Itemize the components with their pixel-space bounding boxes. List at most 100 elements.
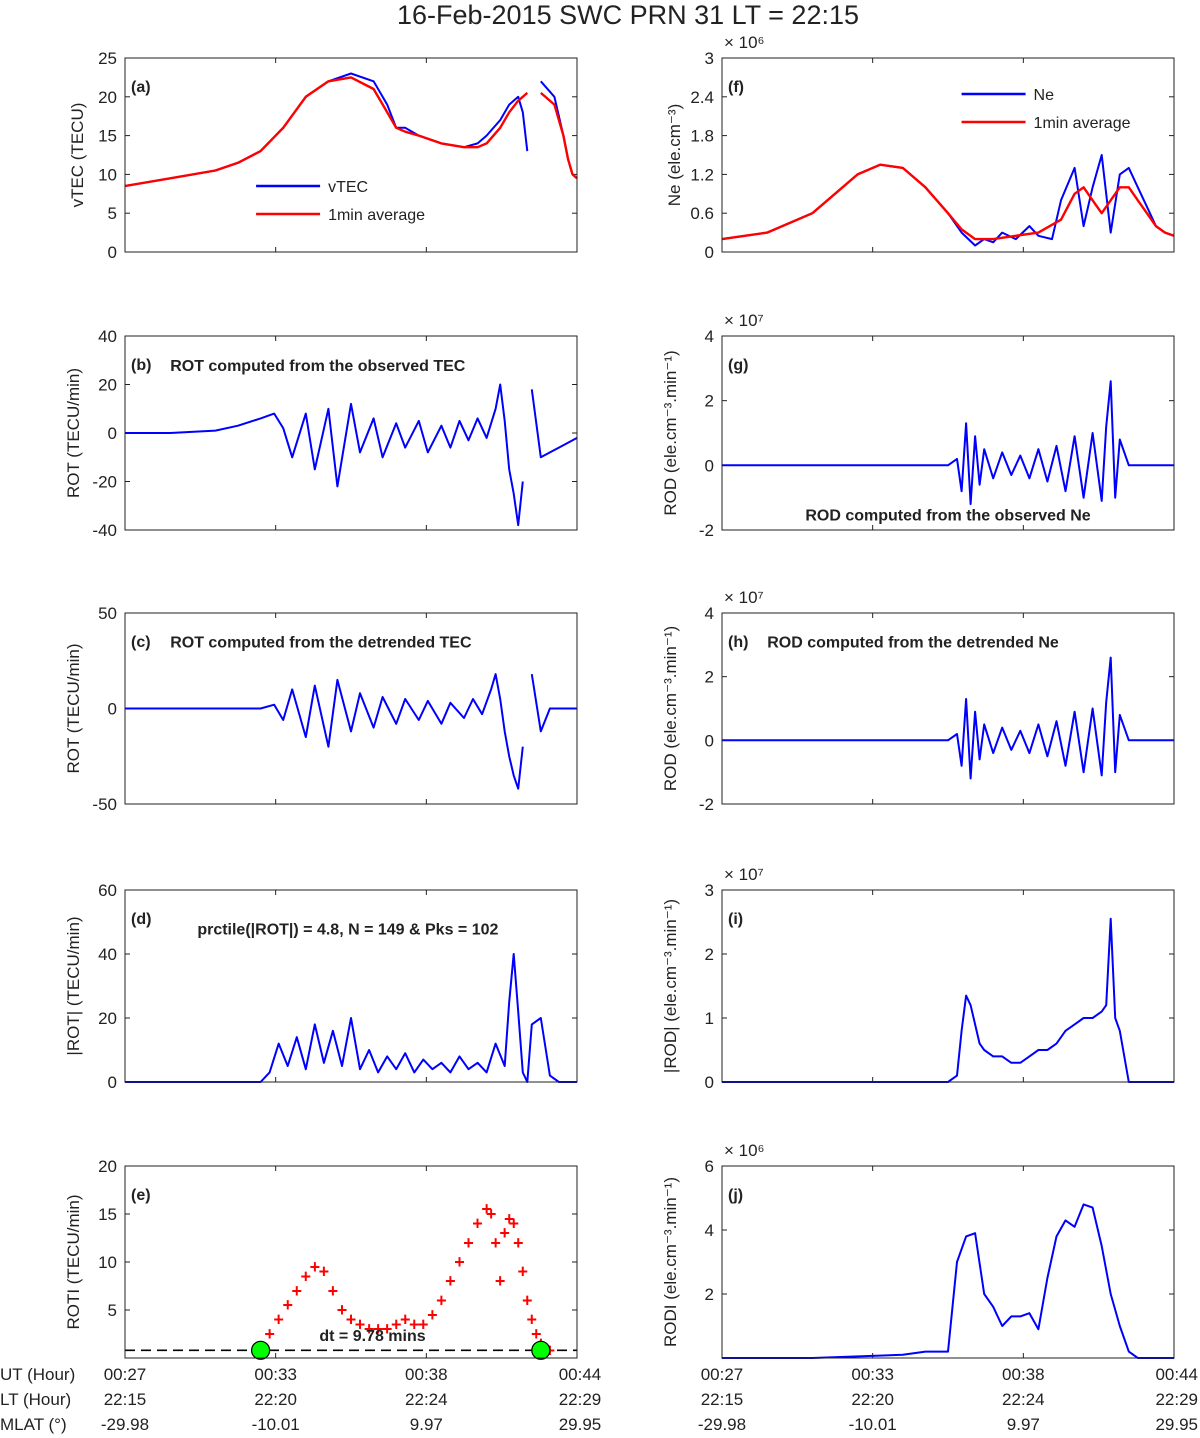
data-point-marker: + [490,1233,501,1253]
data-point-marker: + [436,1290,447,1310]
panel-label: (i) [728,911,743,928]
series-line-ne [721,154,1175,247]
panel-c: -50 0 50 ROT (TECU/min) (c) ROT computed from… [64,604,578,814]
series-line-1min-average [124,76,578,188]
bottom-tick-label: 00:33 [254,1365,297,1384]
axes-frame [124,889,578,1083]
bottom-tick-label: 29.95 [1155,1415,1198,1434]
data-point-marker: + [337,1300,348,1320]
y-tick-label: 2 [705,945,714,964]
data-point-marker: + [454,1252,465,1272]
y-exponent-label: × 10⁶ [724,33,765,52]
data-point-marker: + [513,1233,524,1253]
series-line-main [722,380,1174,506]
y-tick-label: -20 [92,473,117,492]
data-point-marker: + [364,1319,375,1339]
y-tick-label: 15 [98,1205,117,1224]
panel-annotation: ROT computed from the detrended TEC [170,635,472,652]
bottom-tick-label: 00:38 [1002,1365,1045,1384]
y-tick-label: 40 [98,327,117,346]
y-tick-label: -40 [92,521,117,540]
y-axis-label: |ROD| (ele.cm⁻³.min⁻¹) [661,899,680,1073]
y-axis-label: ROT (TECU/min) [64,643,83,773]
series-line-main [722,656,1174,780]
y-tick-label: 1.2 [690,165,714,184]
y-tick-label: 4 [705,327,714,346]
y-tick-label: 5 [108,204,117,223]
bottom-tick-label: 00:27 [701,1365,744,1384]
series-line-main [125,383,578,527]
axes-frame [124,1165,578,1359]
series-line-vtec [124,72,578,187]
panel-i: 0 1 2 3 |ROD| (ele.cm⁻³.min⁻¹) × 10⁷ (i) [661,865,1175,1092]
bottom-axis-labels: UT (Hour) 00:27 00:33 00:38 00:44 00:27 00:33 0… [0,1365,1198,1434]
data-point-marker: + [319,1262,330,1282]
y-tick-label: 20 [98,1157,117,1176]
y-tick-label: 3 [705,49,714,68]
axes-frame [124,335,578,531]
figure-title: 16-Feb-2015 SWC PRN 31 LT = 22:15 [397,0,859,30]
y-tick-label: 40 [98,945,117,964]
bottom-tick-label: 22:20 [254,1390,297,1409]
data-point-marker: + [382,1319,393,1339]
bottom-tick-label: -29.98 [698,1415,746,1434]
y-axis-label: ROD (ele.cm⁻³.min⁻¹) [661,350,680,515]
y-tick-label: 60 [98,881,117,900]
panel-label: (a) [131,79,151,96]
panel-annotation: ROT computed from the observed TEC [170,358,466,375]
panel-label: (j) [728,1187,743,1204]
data-point-marker: + [273,1310,284,1330]
y-tick-label: 0 [705,1073,714,1092]
y-tick-label: 25 [98,49,117,68]
series-line-1min-average [721,163,1175,241]
data-point-marker: + [400,1310,411,1330]
y-tick-label: 2 [705,392,714,411]
panel-label: (e) [131,1187,151,1204]
bottom-tick-label: -10.01 [252,1415,300,1434]
y-tick-label: 0 [108,1073,117,1092]
data-point-marker: + [522,1290,533,1310]
y-tick-label: 20 [98,376,117,395]
bottom-tick-label: 22:29 [1155,1390,1198,1409]
bottom-tick-label: 29.95 [559,1415,602,1434]
bottom-tick-label: 22:24 [1002,1390,1045,1409]
y-tick-label: 1.8 [690,127,714,146]
y-tick-label: 0 [705,243,714,262]
legend: Ne 1min average [961,87,1131,132]
panel-a: 0 5 10 15 20 25 vTEC (TECU) (a) vTEC 1min average [68,49,578,262]
bottom-tick-label: 00:38 [405,1365,448,1384]
bottom-tick-label: 00:44 [1155,1365,1198,1384]
axes-frame [721,1165,1175,1359]
legend: vTEC 1min average [256,179,425,224]
y-tick-label: 4 [705,604,714,623]
bottom-tick-label: 9.97 [1007,1415,1040,1434]
y-tick-label: 3 [705,881,714,900]
y-axis-label: ROD (ele.cm⁻³.min⁻¹) [661,626,680,791]
y-tick-label: -2 [699,521,714,540]
data-point-marker: + [418,1314,429,1334]
data-point-marker: + [508,1214,519,1234]
legend-entry: 1min average [1034,115,1131,132]
axes-frame [721,889,1175,1083]
y-exponent-label: × 10⁷ [724,865,764,884]
series-line-main [125,953,577,1083]
data-point-marker: + [427,1305,438,1325]
y-tick-label: 15 [98,127,117,146]
panel-annotation: ROD computed from the observed Ne [805,507,1090,524]
bottom-tick-label: -10.01 [849,1415,897,1434]
axes-frame [124,612,578,805]
y-axis-label: |ROT| (TECU/min) [64,916,83,1055]
data-point-marker: + [264,1324,275,1344]
data-point-marker: + [531,1324,542,1344]
panel-g: -2 0 2 4 ROD (ele.cm⁻³.min⁻¹) × 10⁷ (g) ROD com… [661,311,1175,540]
data-point-marker: + [409,1314,420,1334]
data-point-marker: + [346,1310,357,1330]
panel-annotation: dt = 9.78 mins [319,1328,425,1345]
bottom-tick-label: 22:24 [405,1390,448,1409]
y-tick-label: 0 [705,731,714,750]
y-axis-label: RODI (ele.cm⁻³.min⁻¹) [661,1177,680,1347]
y-tick-label: 2 [705,1285,714,1304]
data-point-marker: + [495,1271,506,1291]
